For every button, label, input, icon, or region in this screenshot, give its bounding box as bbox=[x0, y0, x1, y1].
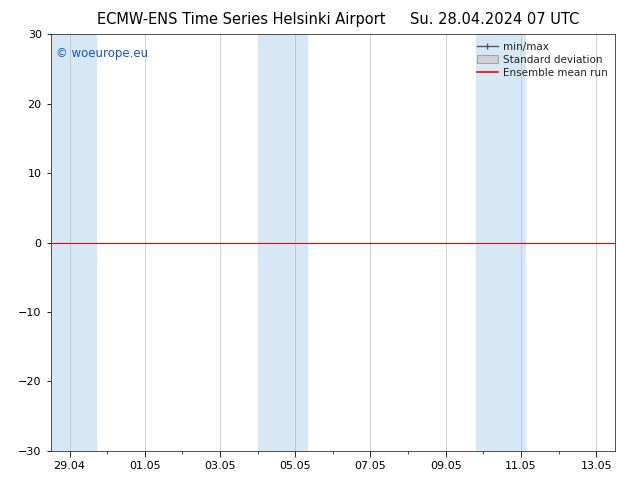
Text: ECMW-ENS Time Series Helsinki Airport: ECMW-ENS Time Series Helsinki Airport bbox=[96, 12, 385, 27]
Bar bbox=[276, 34, 306, 451]
Bar bbox=[495, 34, 525, 451]
Bar bbox=[257, 34, 276, 451]
Legend: min/max, Standard deviation, Ensemble mean run: min/max, Standard deviation, Ensemble me… bbox=[473, 37, 612, 82]
Text: © woeurope.eu: © woeurope.eu bbox=[56, 47, 148, 60]
Bar bbox=[51, 34, 96, 451]
Text: Su. 28.04.2024 07 UTC: Su. 28.04.2024 07 UTC bbox=[410, 12, 579, 27]
Bar bbox=[476, 34, 495, 451]
